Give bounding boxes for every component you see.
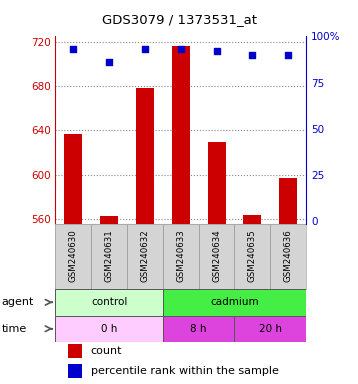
Bar [163,225,199,289]
Bar [91,225,127,289]
Bar [172,46,190,225]
Point [142,46,148,53]
Bar [243,215,261,225]
Text: GSM240633: GSM240633 [176,230,185,282]
Text: GSM240630: GSM240630 [69,230,78,282]
Bar [136,88,154,225]
Point [71,46,76,53]
Bar [279,178,297,225]
Text: percentile rank within the sample: percentile rank within the sample [91,366,279,376]
Bar [127,225,163,289]
Bar [55,316,163,342]
Point [178,46,184,53]
Text: count: count [91,346,122,356]
Text: 0 h: 0 h [101,324,117,334]
Text: GSM240635: GSM240635 [248,230,257,282]
Bar [208,142,226,225]
Point [285,52,291,58]
Bar [68,364,82,378]
Bar [68,344,82,358]
Point [106,59,112,65]
Point [250,52,255,58]
Text: GSM240631: GSM240631 [105,230,114,282]
Bar [55,225,91,289]
Bar [234,316,306,342]
Text: time: time [2,324,27,334]
Bar [270,225,306,289]
Bar [64,134,82,225]
Text: cadmium: cadmium [210,297,259,307]
Text: GSM240636: GSM240636 [284,230,293,282]
Bar [234,225,270,289]
Text: 8 h: 8 h [190,324,207,334]
Point [214,48,219,54]
Text: control: control [91,297,127,307]
Text: GSM240632: GSM240632 [140,230,150,282]
Text: agent: agent [2,297,34,307]
Bar [163,289,306,316]
Text: GSM240634: GSM240634 [212,230,221,282]
Bar [100,216,118,225]
Bar [199,225,234,289]
Bar [163,316,234,342]
Bar [55,289,163,316]
Text: GDS3079 / 1373531_at: GDS3079 / 1373531_at [102,13,256,26]
Text: 20 h: 20 h [259,324,282,334]
